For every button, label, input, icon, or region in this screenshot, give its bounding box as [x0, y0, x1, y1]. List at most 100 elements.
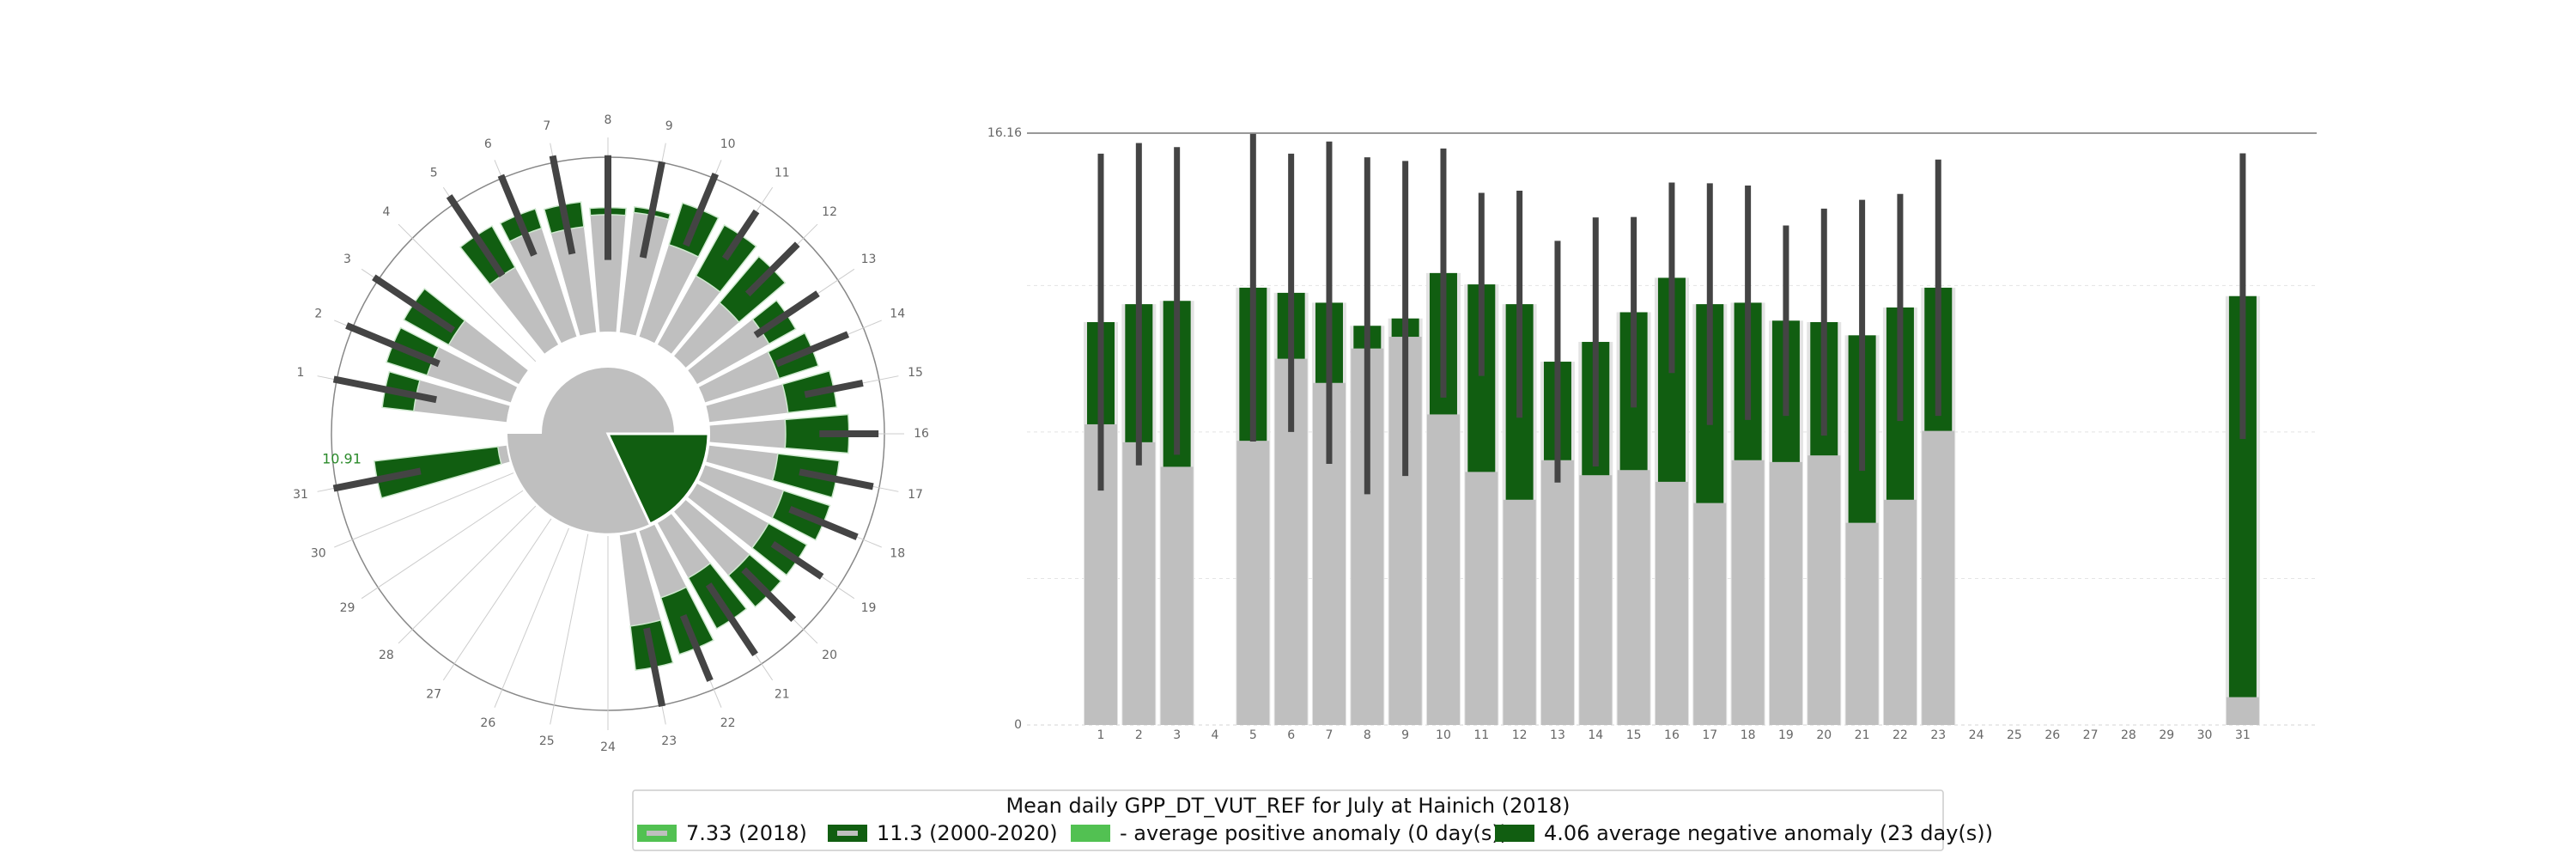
- bar-2018: [657, 514, 711, 578]
- bar-chart: 016.161 2 3 4 5 6 7 8 9 10 11 12 13 14 15 16 17 18 19 20 21 2…: [987, 126, 2317, 742]
- x-tick-label: 22: [1893, 728, 1908, 742]
- bar-2018: [688, 319, 769, 385]
- angle-label: 28: [379, 649, 394, 662]
- angle-label: 16: [914, 427, 929, 441]
- angle-label: 10: [720, 137, 736, 151]
- spoke: [361, 490, 524, 600]
- legend-label: 7.33 (2018): [686, 821, 807, 845]
- bar-2018: [619, 212, 669, 336]
- bar-2018: [698, 465, 784, 518]
- angle-label: 6: [484, 137, 492, 151]
- error-bar: [753, 290, 820, 338]
- error-bar: [721, 209, 760, 261]
- bar-2018: [688, 483, 769, 548]
- error-bar: [741, 567, 797, 623]
- x-tick-label: 15: [1626, 728, 1642, 742]
- x-tick-label: 13: [1550, 728, 1565, 742]
- x-tick-label: 19: [1778, 728, 1794, 742]
- bar-2018: [1579, 475, 1613, 725]
- pie-bottom: [507, 434, 650, 533]
- x-tick-label: 25: [2007, 728, 2022, 742]
- x-tick-label: 10: [1436, 728, 1451, 742]
- spoke: [494, 527, 569, 708]
- legend-label: 4.06 average negative anomaly (23 day(s)…: [1544, 821, 1993, 845]
- x-tick-label: 21: [1855, 728, 1870, 742]
- x-tick-label: 29: [2159, 728, 2174, 742]
- bar-2018: [698, 351, 780, 403]
- bar-2018: [706, 445, 778, 481]
- angle-label: 15: [908, 366, 923, 380]
- bar-2018: [1807, 455, 1841, 725]
- x-tick-label: 5: [1249, 728, 1257, 742]
- angle-label: 11: [775, 167, 790, 180]
- error-bar: [775, 331, 850, 368]
- spoke: [550, 533, 589, 725]
- angle-label: 4: [382, 205, 390, 219]
- x-tick-label: 28: [2121, 728, 2136, 742]
- annotation: 10.91: [322, 451, 361, 467]
- bar-2018: [619, 532, 661, 626]
- legend-title: Mean daily GPP_DT_VUT_REF for July at Ha…: [1005, 794, 1570, 818]
- error-bar: [332, 467, 422, 492]
- bar-anomaly: [784, 413, 850, 454]
- spoke: [442, 518, 552, 681]
- bar-2018: [706, 384, 788, 423]
- bar-2018: [1465, 472, 1498, 725]
- legend-box: [632, 789, 1944, 851]
- error-bar: [705, 582, 758, 657]
- bar-2018: [590, 214, 626, 332]
- bar-2018: [448, 320, 528, 385]
- angle-label: 23: [661, 734, 677, 748]
- bar-2018: [489, 267, 559, 354]
- center-pie: [507, 368, 710, 533]
- bar-2018: [674, 302, 739, 368]
- x-tick-label: 14: [1588, 728, 1603, 742]
- spoke: [398, 223, 537, 362]
- angle-label: 9: [665, 119, 673, 133]
- error-bar: [372, 274, 456, 333]
- bar-2018: [1883, 499, 1917, 725]
- bar-2018: [1845, 522, 1879, 725]
- angle-label: 12: [822, 205, 837, 219]
- error-bar: [497, 174, 538, 257]
- y-tick-label: 16.16: [987, 126, 1022, 140]
- x-tick-label: 27: [2083, 728, 2099, 742]
- error-bar: [799, 468, 874, 490]
- error-bar: [643, 627, 666, 708]
- bar-2018: [1503, 499, 1536, 725]
- y-tick-label: 0: [1014, 718, 1022, 732]
- x-tick-label: 18: [1741, 728, 1756, 742]
- bar-2018: [427, 347, 518, 403]
- x-tick-label: 24: [1969, 728, 1984, 742]
- x-tick-label: 8: [1364, 728, 1371, 742]
- spoke: [334, 472, 514, 548]
- error-bar: [639, 161, 665, 259]
- bar-2018: [1693, 503, 1727, 725]
- angle-label: 19: [861, 601, 877, 615]
- error-bar: [744, 241, 800, 297]
- legend-label: 11.3 (2000-2020): [877, 821, 1058, 845]
- bar-2018: [1655, 481, 1688, 725]
- bar-2018: [497, 445, 510, 465]
- x-tick-label: 1: [1097, 728, 1105, 742]
- x-tick-label: 30: [2197, 728, 2213, 742]
- error-bar: [679, 613, 714, 682]
- error-bar: [345, 322, 440, 368]
- angle-label: 8: [605, 113, 612, 127]
- spoke: [398, 505, 537, 644]
- pie-top: [542, 368, 674, 434]
- error-bar: [770, 540, 824, 580]
- bar-2018: [1236, 441, 1270, 725]
- bar-anomaly: [373, 446, 502, 499]
- bar-2018: [657, 276, 720, 354]
- bar-2018: [1731, 460, 1765, 725]
- bar-2018: [1122, 442, 1156, 725]
- legend: Mean daily GPP_DT_VUT_REF for July at Ha…: [632, 789, 1993, 851]
- angle-label: 3: [343, 253, 351, 266]
- bar-2018: [413, 380, 510, 423]
- bar-2018: [709, 419, 786, 448]
- bar-2018: [1426, 414, 1460, 725]
